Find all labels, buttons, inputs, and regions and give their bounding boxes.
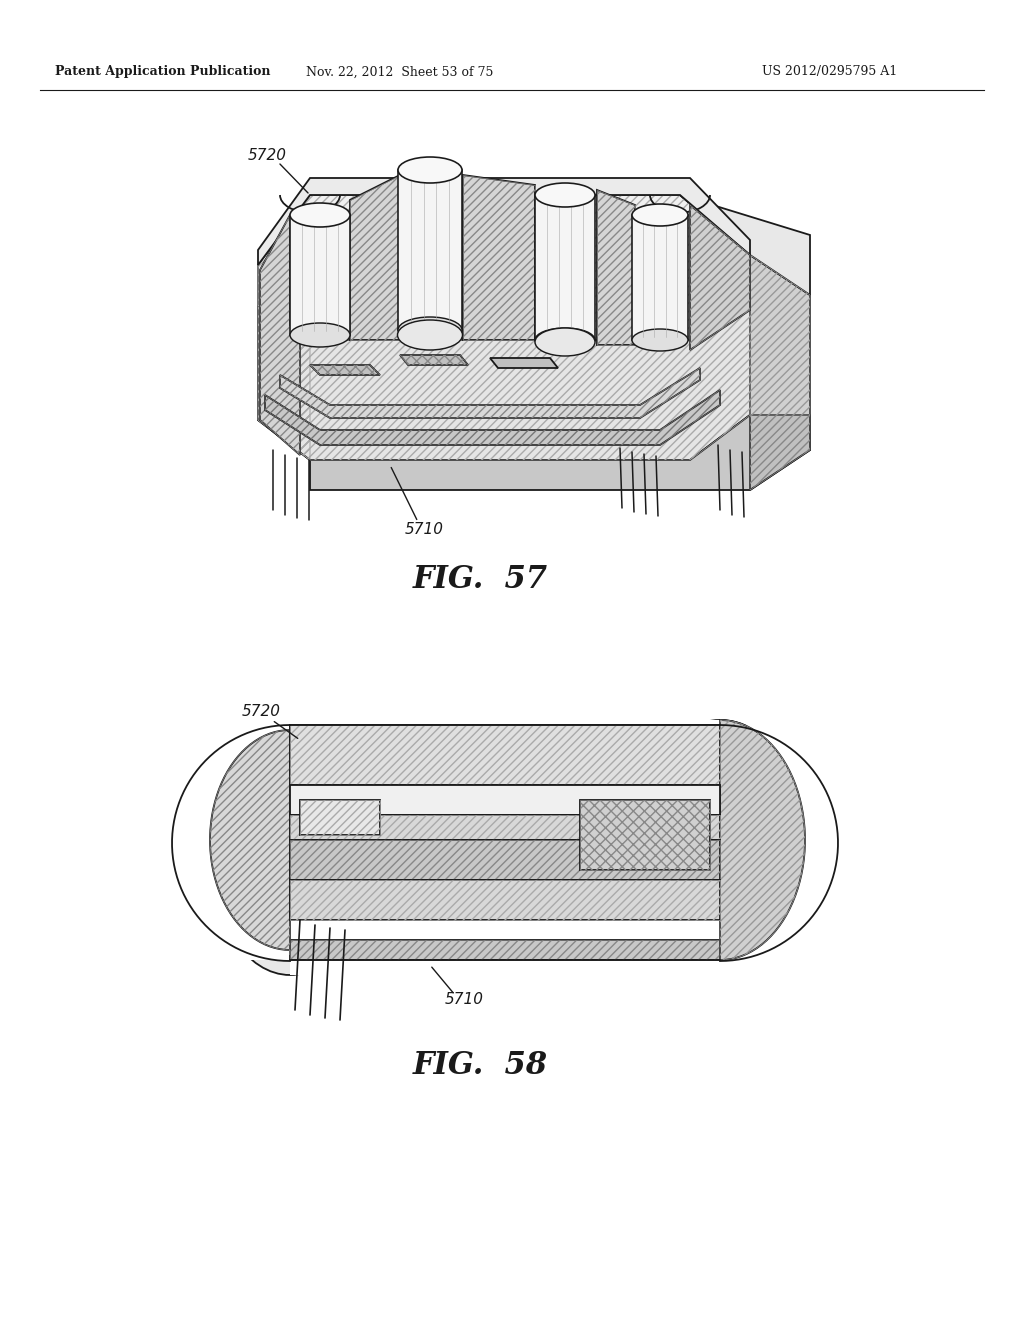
- Polygon shape: [750, 255, 810, 414]
- Polygon shape: [750, 414, 810, 490]
- Polygon shape: [535, 195, 595, 341]
- Ellipse shape: [398, 157, 462, 183]
- Ellipse shape: [635, 719, 805, 960]
- Text: 5720: 5720: [248, 148, 287, 162]
- Text: FIG.  57: FIG. 57: [413, 565, 548, 595]
- Polygon shape: [490, 358, 558, 368]
- Text: 5710: 5710: [445, 993, 484, 1007]
- Ellipse shape: [290, 323, 350, 347]
- Polygon shape: [310, 366, 380, 375]
- Polygon shape: [290, 785, 720, 814]
- Polygon shape: [290, 840, 720, 880]
- Polygon shape: [290, 880, 720, 920]
- Polygon shape: [597, 190, 635, 345]
- Ellipse shape: [398, 317, 462, 343]
- Polygon shape: [290, 725, 720, 785]
- Polygon shape: [260, 215, 300, 455]
- Text: FIG.  58: FIG. 58: [413, 1049, 548, 1081]
- Polygon shape: [400, 355, 468, 366]
- Polygon shape: [290, 215, 350, 335]
- Polygon shape: [463, 176, 535, 341]
- Text: Patent Application Publication: Patent Application Publication: [55, 66, 270, 78]
- Ellipse shape: [535, 327, 595, 352]
- Polygon shape: [258, 265, 310, 459]
- Polygon shape: [720, 719, 805, 960]
- Polygon shape: [200, 719, 720, 960]
- Polygon shape: [580, 800, 710, 870]
- Ellipse shape: [397, 319, 463, 350]
- Ellipse shape: [535, 327, 595, 356]
- Ellipse shape: [632, 205, 688, 226]
- Polygon shape: [210, 725, 290, 954]
- Ellipse shape: [210, 725, 370, 975]
- Text: 5710: 5710: [406, 523, 444, 537]
- Ellipse shape: [535, 183, 595, 207]
- Ellipse shape: [290, 203, 350, 227]
- Polygon shape: [350, 176, 400, 341]
- Polygon shape: [398, 170, 462, 330]
- Polygon shape: [290, 814, 720, 840]
- Text: 5720: 5720: [242, 705, 281, 719]
- Polygon shape: [290, 940, 720, 960]
- Polygon shape: [680, 195, 810, 294]
- Polygon shape: [265, 389, 720, 445]
- Polygon shape: [258, 178, 750, 265]
- Text: Nov. 22, 2012  Sheet 53 of 75: Nov. 22, 2012 Sheet 53 of 75: [306, 66, 494, 78]
- Polygon shape: [632, 215, 688, 341]
- Polygon shape: [280, 368, 700, 418]
- Text: US 2012/0295795 A1: US 2012/0295795 A1: [763, 66, 898, 78]
- Polygon shape: [690, 205, 750, 350]
- Polygon shape: [258, 195, 750, 341]
- Ellipse shape: [632, 329, 688, 351]
- Polygon shape: [300, 800, 380, 836]
- Polygon shape: [310, 414, 810, 490]
- Polygon shape: [290, 725, 900, 975]
- Polygon shape: [258, 300, 750, 459]
